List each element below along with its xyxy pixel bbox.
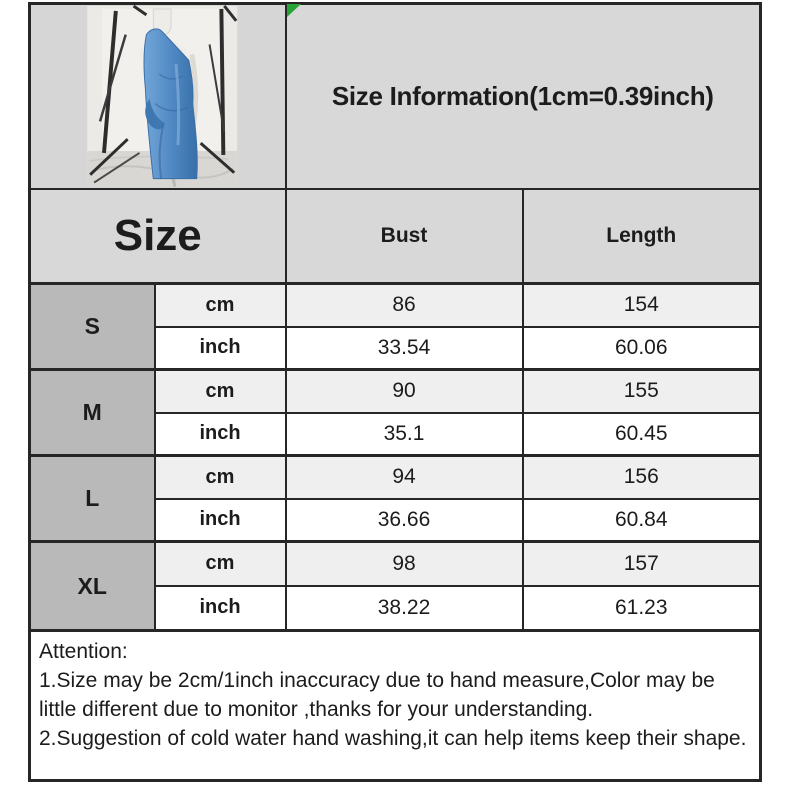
- length-value: 154: [521, 282, 762, 328]
- length-value: 156: [521, 454, 762, 500]
- size-chart-table: Size Information(1cm=0.39inch) Size Bust…: [28, 2, 762, 782]
- length-value: 61.23: [521, 584, 762, 632]
- table-row-xl-cm: XL cm 98 157: [28, 540, 762, 632]
- photo-title-row: Size Information(1cm=0.39inch): [28, 2, 762, 190]
- length-value: 60.45: [521, 411, 762, 457]
- length-value: 155: [521, 368, 762, 414]
- page-title: Size Information(1cm=0.39inch): [284, 2, 762, 190]
- unit-label-inch: inch: [153, 497, 287, 543]
- table-header-row: Size Bust Length: [28, 187, 762, 285]
- unit-label-inch: inch: [153, 411, 287, 457]
- unit-label-inch: inch: [153, 584, 287, 632]
- unit-label-cm: cm: [153, 282, 287, 328]
- bust-value: 90: [284, 368, 524, 414]
- table-row-s-inch: inch 33.54 60.06: [30, 325, 762, 371]
- bust-value: 94: [284, 454, 524, 500]
- bust-value: 33.54: [284, 325, 524, 371]
- size-column-header: Size: [28, 187, 287, 285]
- unit-label-cm: cm: [153, 540, 287, 587]
- length-value: 157: [521, 540, 762, 587]
- attention-heading: Attention:: [39, 640, 128, 663]
- length-value: 60.06: [521, 325, 762, 371]
- table-row-m-cm: M cm 90 155: [28, 368, 762, 457]
- bust-value: 36.66: [284, 497, 524, 543]
- attention-note: 2.Suggestion of cold water hand washing,…: [39, 726, 747, 750]
- length-value: 60.84: [521, 497, 762, 543]
- bust-value: 98: [284, 540, 524, 587]
- size-label-xl: XL: [28, 540, 156, 632]
- table-row-m-inch: inch 35.1 60.45: [30, 411, 762, 457]
- bust-value: 38.22: [284, 584, 524, 632]
- attention-box: Attention: 1.Size may be 2cm/1inch inacc…: [28, 629, 762, 782]
- attention-row: Attention: 1.Size may be 2cm/1inch inacc…: [28, 629, 762, 782]
- bust-value: 86: [284, 282, 524, 328]
- table-row-s-cm: S cm 86 154: [28, 282, 762, 371]
- product-photo-cell: [28, 2, 287, 190]
- table-row-l-inch: inch 36.66 60.84: [30, 497, 762, 543]
- unit-label-cm: cm: [153, 368, 287, 414]
- size-label-s: S: [28, 282, 156, 371]
- bust-column-header: Bust: [284, 187, 524, 285]
- attention-note: 1.Size may be 2cm/1inch inaccuracy due t…: [39, 668, 715, 721]
- bust-value: 35.1: [284, 411, 524, 457]
- size-label-m: M: [28, 368, 156, 457]
- length-column-header: Length: [521, 187, 762, 285]
- table-row-xl-inch: inch 38.22 61.23: [30, 584, 762, 632]
- unit-label-cm: cm: [153, 454, 287, 500]
- unit-label-inch: inch: [153, 325, 287, 371]
- table-row-l-cm: L cm 94 156: [28, 454, 762, 543]
- dress-photo-illustration: [31, 5, 284, 187]
- size-label-l: L: [28, 454, 156, 543]
